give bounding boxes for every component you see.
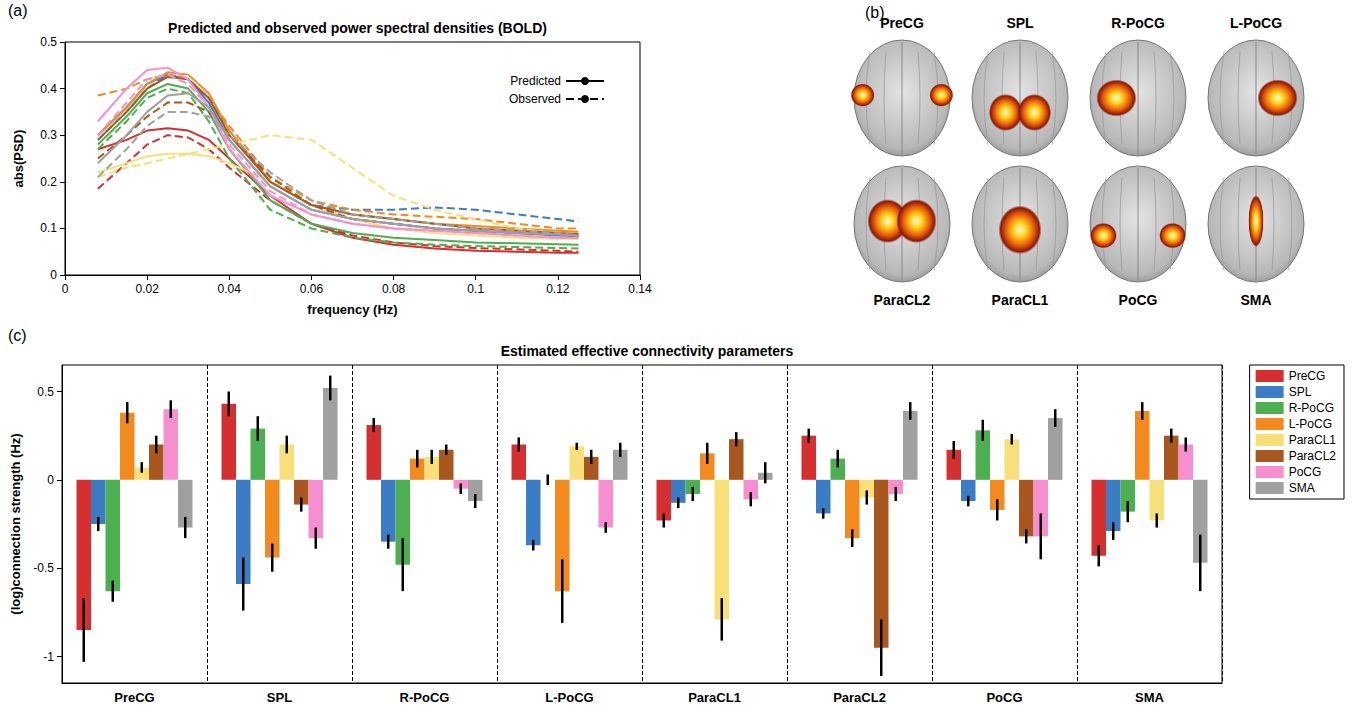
svg-text:Predicted: Predicted — [510, 74, 561, 88]
svg-text:0.1: 0.1 — [467, 282, 484, 296]
svg-text:Observed: Observed — [509, 92, 561, 106]
svg-text:0.5: 0.5 — [40, 35, 57, 49]
svg-text:ParaCL2: ParaCL2 — [1289, 449, 1337, 463]
svg-text:(b): (b) — [865, 4, 885, 21]
svg-text:0.02: 0.02 — [135, 282, 159, 296]
svg-text:0.4: 0.4 — [40, 82, 57, 96]
svg-text:SPL: SPL — [267, 690, 292, 705]
svg-text:0: 0 — [50, 268, 57, 282]
svg-text:PoCG: PoCG — [1289, 465, 1322, 479]
svg-text:abs(PSD): abs(PSD) — [11, 130, 26, 188]
svg-text:SMA: SMA — [1289, 481, 1315, 495]
svg-text:R-PoCG: R-PoCG — [1111, 15, 1165, 31]
svg-text:SMA: SMA — [1240, 292, 1271, 308]
svg-text:SPL: SPL — [1006, 15, 1034, 31]
svg-text:PreCG: PreCG — [1289, 369, 1326, 383]
svg-text:0.08: 0.08 — [382, 282, 406, 296]
svg-text:0: 0 — [62, 282, 69, 296]
svg-text:(c): (c) — [8, 327, 27, 344]
svg-text:ParaCL1: ParaCL1 — [992, 292, 1049, 308]
svg-text:PreCG: PreCG — [880, 15, 924, 31]
svg-text:ParaCL1: ParaCL1 — [1289, 433, 1337, 447]
svg-text:0: 0 — [47, 473, 54, 487]
svg-text:0.06: 0.06 — [300, 282, 324, 296]
svg-text:Estimated effective connectivi: Estimated effective connectivity paramet… — [501, 343, 794, 359]
svg-text:(a): (a) — [8, 2, 28, 19]
svg-text:0.14: 0.14 — [628, 282, 652, 296]
svg-text:0.2: 0.2 — [40, 175, 57, 189]
svg-text:-0.5: -0.5 — [33, 561, 54, 575]
svg-text:PoCG: PoCG — [1119, 292, 1158, 308]
svg-text:ParaCL2: ParaCL2 — [833, 690, 886, 705]
svg-text:L-PoCG: L-PoCG — [1289, 417, 1332, 431]
svg-text:ParaCL1: ParaCL1 — [688, 690, 741, 705]
svg-text:PreCG: PreCG — [114, 690, 154, 705]
svg-text:L-PoCG: L-PoCG — [1230, 15, 1282, 31]
svg-text:L-PoCG: L-PoCG — [545, 690, 593, 705]
svg-text:0.04: 0.04 — [218, 282, 242, 296]
svg-text:frequency (Hz): frequency (Hz) — [307, 302, 397, 317]
svg-text:0.12: 0.12 — [546, 282, 570, 296]
svg-text:0.1: 0.1 — [40, 221, 57, 235]
svg-text:(log)connection strength (Hz): (log)connection strength (Hz) — [8, 433, 23, 614]
svg-text:ParaCL2: ParaCL2 — [874, 292, 931, 308]
svg-text:SPL: SPL — [1289, 385, 1312, 399]
svg-text:0.3: 0.3 — [40, 128, 57, 142]
svg-text:R-PoCG: R-PoCG — [1289, 401, 1334, 415]
svg-text:-1: -1 — [43, 650, 54, 664]
svg-text:0.5: 0.5 — [37, 385, 54, 399]
svg-text:PoCG: PoCG — [986, 690, 1022, 705]
svg-text:Predicted and observed power s: Predicted and observed power spectral de… — [168, 20, 547, 36]
svg-text:SMA: SMA — [1135, 690, 1165, 705]
svg-text:R-PoCG: R-PoCG — [400, 690, 450, 705]
